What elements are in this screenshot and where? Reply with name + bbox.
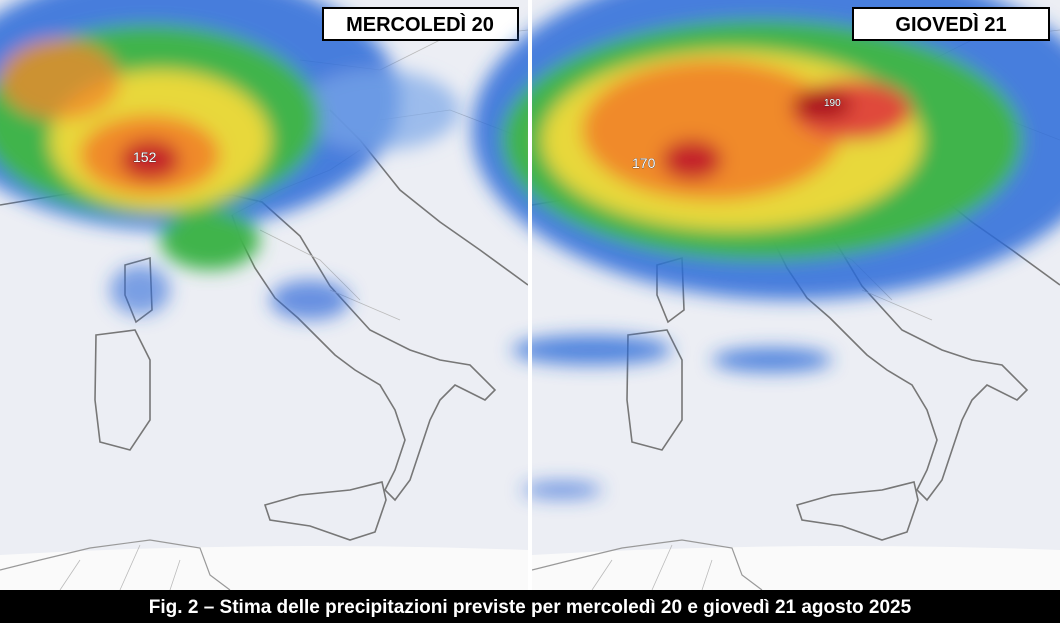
panel-right: GIOVEDÌ 21 170 190 — [472, 0, 1060, 591]
caption-bar — [0, 590, 1060, 623]
max-value: 152 — [133, 149, 157, 165]
panel-divider — [528, 0, 532, 590]
day-label-box — [322, 7, 519, 41]
max-value: 190 — [824, 98, 841, 109]
panel-left: MERCOLEDÌ 20 152 — [0, 0, 529, 591]
precip-right — [472, 0, 1060, 498]
day-label-box — [852, 7, 1050, 41]
day-label: MERCOLEDÌ 20 — [346, 13, 494, 36]
day-label: GIOVEDÌ 21 — [895, 13, 1006, 36]
precip-left — [0, 0, 460, 320]
caption: Fig. 2 – Stima delle precipitazioni prev… — [149, 597, 912, 618]
max-value: 170 — [632, 155, 656, 171]
